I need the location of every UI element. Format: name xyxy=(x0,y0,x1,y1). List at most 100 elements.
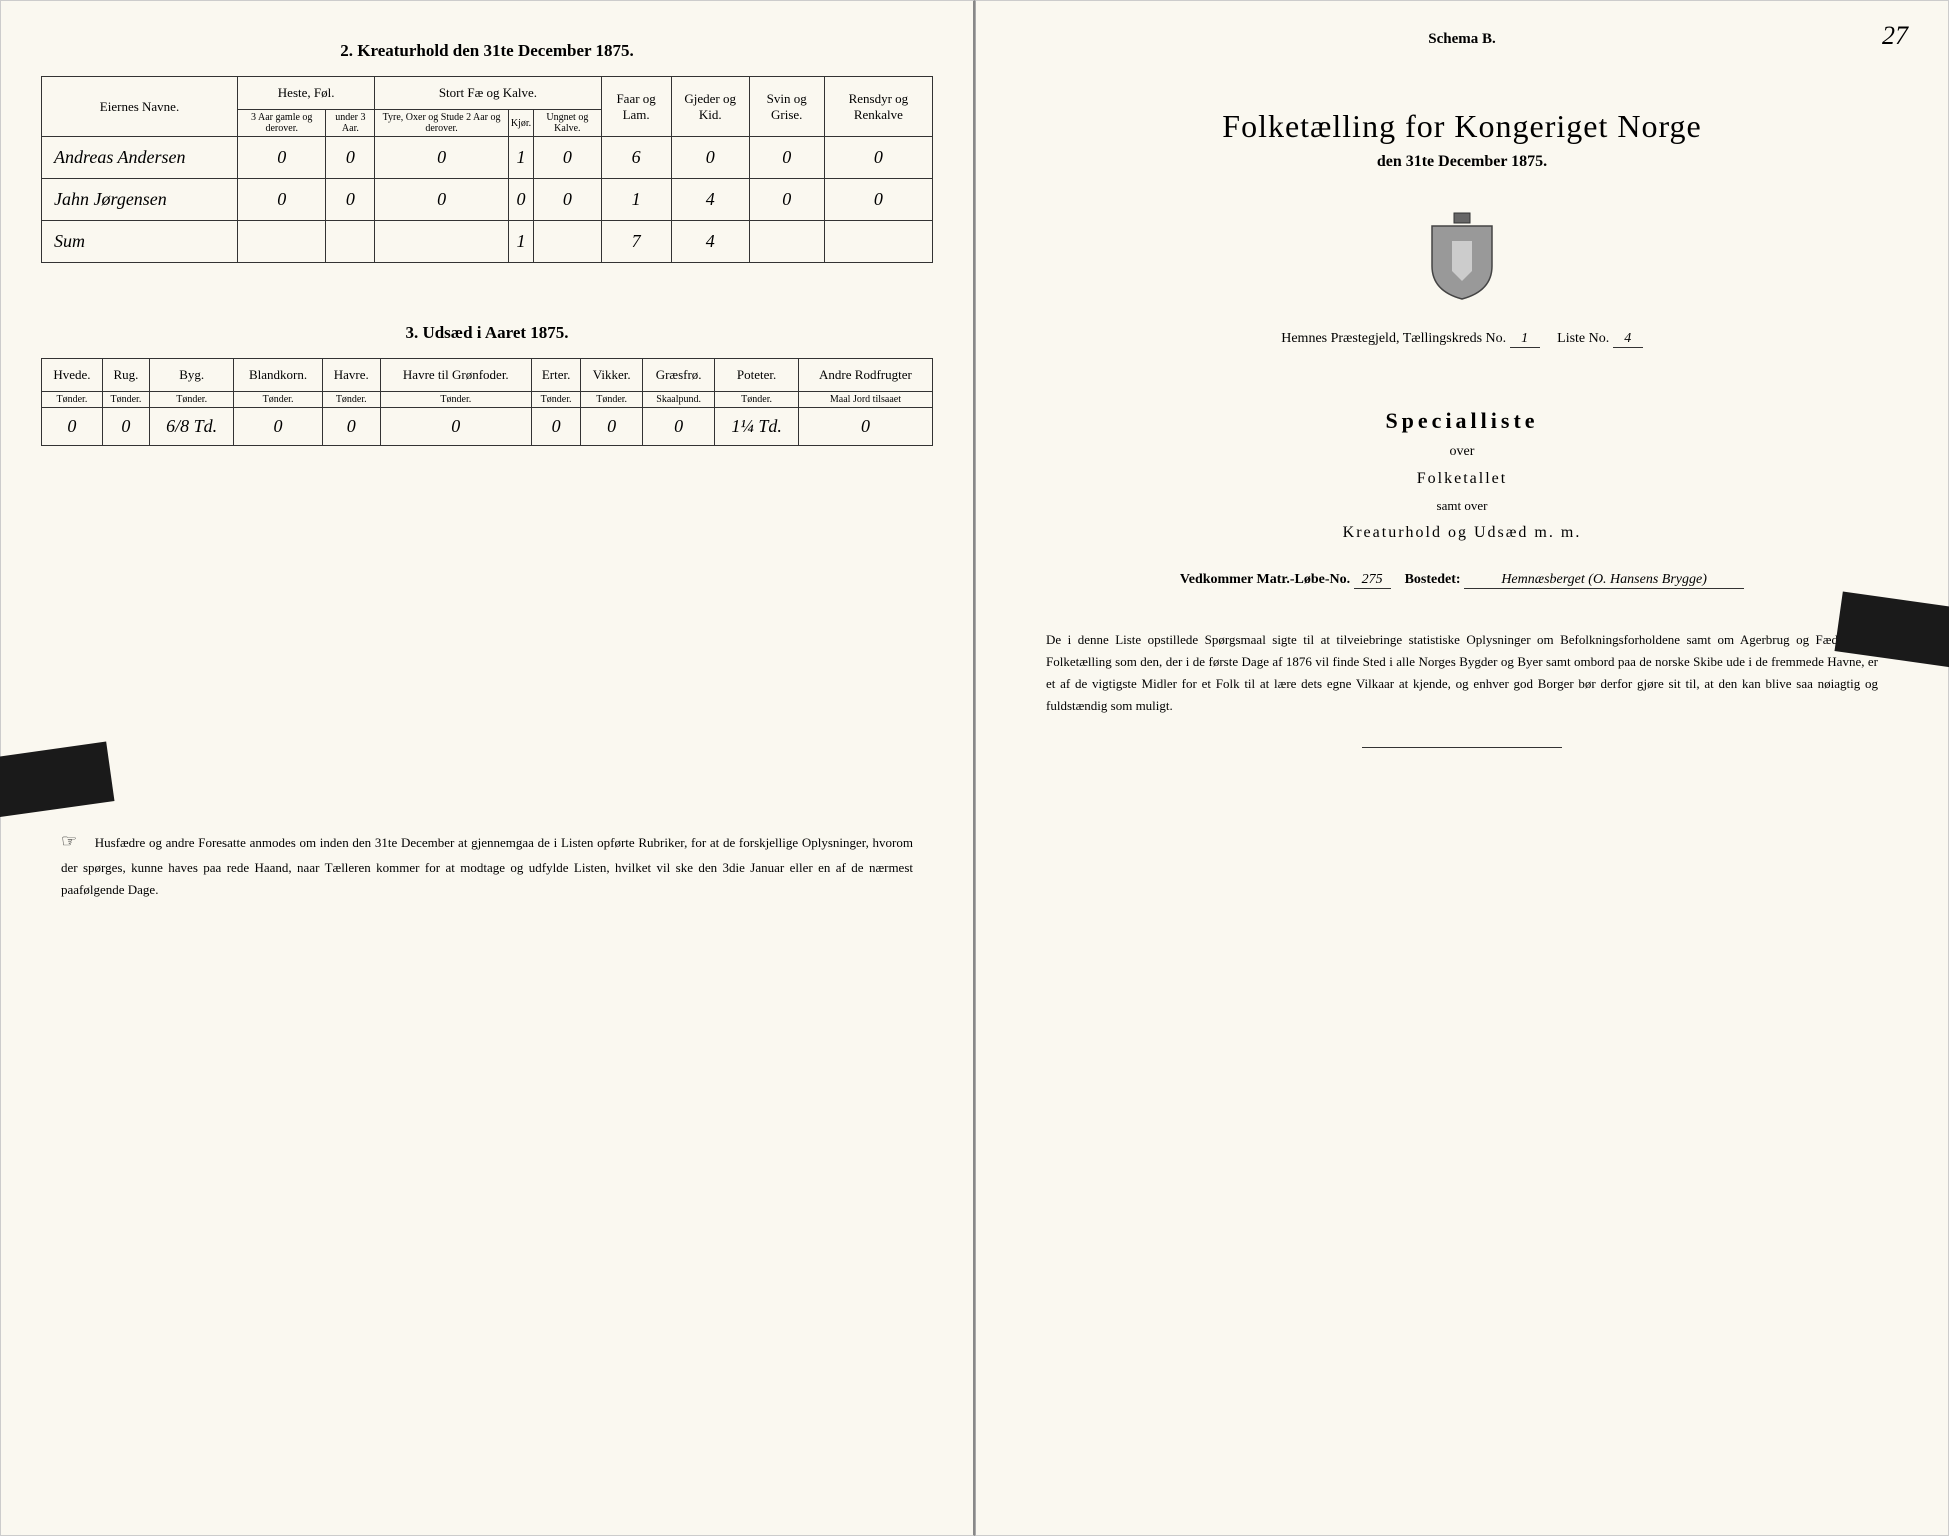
cell-value: 0 xyxy=(375,137,509,179)
cell-value: 0 xyxy=(322,408,380,446)
cell-value: 0 xyxy=(643,408,715,446)
udsaed-col: Andre Rodfrugter xyxy=(798,359,932,392)
udsaed-col: Erter. xyxy=(531,359,580,392)
matr-no: 275 xyxy=(1354,572,1391,589)
parish-label: Hemnes Præstegjeld, Tællingskreds No. xyxy=(1281,331,1506,346)
udsaed-col: Græsfrø. xyxy=(643,359,715,392)
udsaed-col: Vikker. xyxy=(581,359,643,392)
cell-value: 0 xyxy=(749,137,824,179)
cell-value: 0 xyxy=(238,179,326,221)
left-footer-note: ☞ Husfædre og andre Foresatte anmodes om… xyxy=(41,826,933,901)
census-date: den 31te December 1875. xyxy=(1016,153,1908,171)
liste-label: Liste No. xyxy=(1557,331,1609,346)
col-gjeder: Gjeder og Kid. xyxy=(671,77,749,137)
samt-over: samt over xyxy=(1016,498,1908,514)
bostedet-value: Hemnæsberget (O. Hansens Brygge) xyxy=(1464,572,1744,589)
col-ren: Rensdyr og Renkalve xyxy=(824,77,932,137)
over-1: over xyxy=(1016,444,1908,460)
owner-name: Andreas Andersen xyxy=(42,137,238,179)
cell-value: 4 xyxy=(671,221,749,263)
cell-value xyxy=(534,221,601,263)
udsaed-table: Hvede.Rug.Byg.Blandkorn.Havre.Havre til … xyxy=(41,358,933,446)
cell-value: 0 xyxy=(798,408,932,446)
col-storfae: Stort Fæ og Kalve. xyxy=(375,77,601,110)
cell-value: 1 xyxy=(508,137,533,179)
cell-value: 0 xyxy=(671,137,749,179)
specialliste-title: Specialliste xyxy=(1016,408,1908,434)
footer-text: Husfædre og andre Foresatte anmodes om i… xyxy=(61,835,913,897)
udsaed-col: Byg. xyxy=(150,359,234,392)
page-clip-left xyxy=(0,742,114,821)
udsaed-section-title: 3. Udsæd i Aaret 1875. xyxy=(41,323,933,343)
liste-no: 4 xyxy=(1613,331,1643,348)
udsaed-unit: Tønder. xyxy=(380,392,531,408)
col-eier: Eiernes Navne. xyxy=(42,77,238,137)
col-heste-2: under 3 Aar. xyxy=(326,110,375,137)
vedkommer-label: Vedkommer Matr.-Løbe-No. xyxy=(1180,572,1350,587)
cell-value: 0 xyxy=(508,179,533,221)
udsaed-unit: Tønder. xyxy=(150,392,234,408)
kreatur-udsaed-line: Kreaturhold og Udsæd m. m. xyxy=(1016,524,1908,542)
cell-value: 6/8 Td. xyxy=(150,408,234,446)
cell-value: 0 xyxy=(531,408,580,446)
col-faar: Faar og Lam. xyxy=(601,77,671,137)
cell-value: 4 xyxy=(671,179,749,221)
udsaed-col: Havre til Grønfoder. xyxy=(380,359,531,392)
table-row: Jahn Jørgensen000001400 xyxy=(42,179,933,221)
cell-value: 1¼ Td. xyxy=(715,408,799,446)
udsaed-unit: Tønder. xyxy=(581,392,643,408)
cell-value: 0 xyxy=(534,179,601,221)
kreatur-table: Eiernes Navne. Heste, Føl. Stort Fæ og K… xyxy=(41,76,933,263)
table-row: Andreas Andersen000106000 xyxy=(42,137,933,179)
udsaed-col: Rug. xyxy=(102,359,149,392)
cell-value xyxy=(326,221,375,263)
col-heste-1: 3 Aar gamle og derover. xyxy=(238,110,326,137)
bottom-paragraph: De i denne Liste opstillede Spørgsmaal s… xyxy=(1046,629,1878,717)
kreatur-section-title: 2. Kreaturhold den 31te December 1875. xyxy=(41,41,933,61)
pointing-hand-icon: ☞ xyxy=(61,826,91,857)
cell-value: 0 xyxy=(824,179,932,221)
owner-name: Jahn Jørgensen xyxy=(42,179,238,221)
udsaed-unit: Tønder. xyxy=(234,392,322,408)
coat-of-arms-icon xyxy=(1422,211,1502,301)
cell-value: 0 xyxy=(581,408,643,446)
udsaed-unit: Skaalpund. xyxy=(643,392,715,408)
cell-value: 0 xyxy=(534,137,601,179)
udsaed-unit: Tønder. xyxy=(42,392,103,408)
kreds-no: 1 xyxy=(1510,331,1540,348)
folketallet: Folketallet xyxy=(1016,470,1908,488)
col-heste: Heste, Føl. xyxy=(238,77,375,110)
col-sf-1: Tyre, Oxer og Stude 2 Aar og derover. xyxy=(375,110,509,137)
bostedet-label: Bostedet: xyxy=(1405,572,1461,587)
udsaed-unit: Tønder. xyxy=(102,392,149,408)
udsaed-col: Poteter. xyxy=(715,359,799,392)
cell-value: 0 xyxy=(238,137,326,179)
cell-value xyxy=(238,221,326,263)
col-sf-2: Kjør. xyxy=(508,110,533,137)
cell-value: 1 xyxy=(601,179,671,221)
left-page: 2. Kreaturhold den 31te December 1875. E… xyxy=(0,0,975,1536)
book-spread: 2. Kreaturhold den 31te December 1875. E… xyxy=(0,0,1949,1536)
udsaed-unit: Tønder. xyxy=(322,392,380,408)
cell-value: 0 xyxy=(380,408,531,446)
cell-value: 0 xyxy=(824,137,932,179)
cell-value: 6 xyxy=(601,137,671,179)
parish-line: Hemnes Præstegjeld, Tællingskreds No. 1 … xyxy=(1016,331,1908,348)
cell-value: 0 xyxy=(102,408,149,446)
cell-value: 0 xyxy=(234,408,322,446)
cell-value: 0 xyxy=(326,137,375,179)
col-sf-3: Ungnet og Kalve. xyxy=(534,110,601,137)
cell-value xyxy=(749,221,824,263)
col-svin: Svin og Grise. xyxy=(749,77,824,137)
udsaed-unit: Tønder. xyxy=(715,392,799,408)
census-title: Folketælling for Kongeriget Norge xyxy=(1016,108,1908,145)
cell-value xyxy=(375,221,509,263)
table-row: Sum174 xyxy=(42,221,933,263)
cell-value: 7 xyxy=(601,221,671,263)
cell-value: 1 xyxy=(508,221,533,263)
udsaed-col: Hvede. xyxy=(42,359,103,392)
cell-value: 0 xyxy=(749,179,824,221)
udsaed-col: Blandkorn. xyxy=(234,359,322,392)
cell-value: 0 xyxy=(42,408,103,446)
right-page: Schema B. 27 Folketælling for Kongeriget… xyxy=(975,0,1949,1536)
